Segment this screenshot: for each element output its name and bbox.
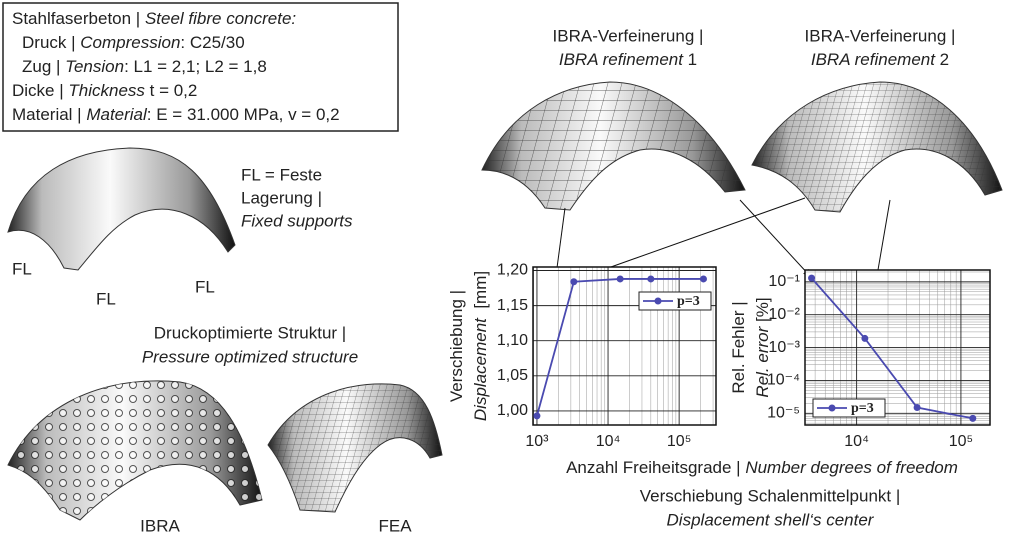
x-tick-label: 10⁴ [596,433,621,450]
x-tick-label: 10⁵ [949,433,973,450]
support-label: FL [96,289,116,308]
y-tick-label: 10⁻³ [768,339,800,356]
data-point [808,274,816,282]
text-part: IBRA refinement [559,50,684,69]
legend-marker [828,404,836,412]
y-axis-label: Rel. Fehler | [729,301,748,393]
y-tick-label: 10⁻¹ [768,273,800,290]
support-legend: Fixed supports [241,211,353,230]
text-part: 2 [935,50,949,69]
y-tick-label: 1,05 [497,367,528,384]
text-part: IBRA refinement [811,50,936,69]
plot-frame [532,266,717,426]
caption: Displacement shell‘s center [667,510,875,529]
ibra-label: IBRA [140,516,180,535]
optimized-title: Druckoptimierte Struktur | [154,323,346,342]
text-part: Stahlfaserbeton | [12,9,145,28]
text-part: Thickness [68,81,145,100]
refinement-title: IBRA-Verfeinerung | [805,26,956,45]
charts: 10³ 10⁴ 10⁵ 1,00 1,05 1,10 1,15 1,20 p=3 Verschie… [447,262,991,450]
legend-box [812,398,886,418]
text-part: Steel fibre concrete: [145,9,296,28]
support-legend: FL = Feste [241,165,322,184]
info-line: Druck | Compression: C25/30 [22,33,245,52]
text-part: 1 [683,50,697,69]
series-line [810,277,973,420]
optimized-subtitle: Pressure optimized structure [142,347,358,366]
y-tick-label: 1,10 [497,332,528,349]
legend-box [638,291,712,311]
data-point [861,334,869,342]
refinement-subtitle: IBRA refinement 2 [811,50,949,69]
y-tick-label: 10⁻² [768,306,800,323]
data-point [533,412,541,420]
text-part: Material [86,105,148,124]
text-part: t = 0,2 [145,81,197,100]
y-tick-label: 1,15 [497,297,528,314]
text-part: [%] [753,297,772,326]
y-axis-label: Verschiebung | [447,290,466,402]
text-part: : E = 31.000 MPa, v = 0,2 [147,105,340,124]
legend-label: p=3 [851,401,874,416]
text-part: : L1 = 2,1; L2 = 1,8 [124,57,267,76]
info-line: Zug | Tension: L1 = 2,1; L2 = 1,8 [22,57,267,76]
text-part: Druck | [22,33,80,52]
fea-mesh [268,383,442,512]
refinement-subtitle: IBRA refinement 1 [559,50,697,69]
data-point [969,414,977,422]
text-part: Dicke | [12,81,68,100]
legend-marker [654,297,662,305]
text-part: Rel. error [753,325,772,397]
info-line: Stahlfaserbeton | Steel fibre concrete: [12,9,296,28]
x-axis-label: Anzahl Freiheitsgrade | Number degrees o… [566,458,958,477]
data-point [647,275,655,283]
fea-label: FEA [378,516,412,535]
text-part: [mm] [471,271,490,318]
y-axis-label: Rel. error [%] [753,297,772,397]
info-line: Dicke | Thickness t = 0,2 [12,81,197,100]
info-box [2,2,399,132]
support-legend: Lagerung | [241,188,322,207]
data-point [913,404,921,412]
legend-label: p=3 [677,294,700,309]
refinement-mesh [482,82,745,210]
y-axis-label: Displacement [mm] [471,271,490,421]
data-point [699,275,707,283]
text-part: Compression [80,33,180,52]
info-text: Stahlfaserbeton | Steel fibre concrete: D… [12,9,340,124]
text-part: Rel. Fehler | [729,301,748,393]
caption: Verschiebung Schalenmittelpunkt | [640,486,901,505]
info-line: Material | Material: E = 31.000 MPa, v =… [12,105,340,124]
shell-render [7,147,236,271]
refinement-mesh [752,82,1002,212]
plot-frame [804,269,991,426]
y-tick-label: 1,20 [497,262,528,279]
ibra-nodes [8,380,262,520]
y-tick-label: 10⁻⁴ [767,372,800,389]
y-tick-label: 1,00 [497,402,528,419]
text-part: Zug | [22,57,65,76]
text-part: Anzahl Freiheitsgrade | [566,458,745,477]
support-label: FL [12,259,32,278]
support-label: FL [195,277,215,296]
data-point [616,275,624,283]
text-part: Displacement [471,317,490,421]
text-part: Verschiebung | [447,290,466,402]
text-part: : C25/30 [180,33,244,52]
data-point [570,278,578,286]
text-part: Tension [65,57,124,76]
refinement-title: IBRA-Verfeinerung | [553,26,704,45]
arrow [739,199,811,277]
y-tick-label: 10⁻⁵ [767,405,800,422]
arrow [579,197,806,280]
x-tick-label: 10⁴ [844,433,869,450]
text-part: Material | [12,105,86,124]
text-part: Number degrees of freedom [745,458,958,477]
plot-area [533,267,716,425]
x-tick-label: 10³ [525,433,549,450]
x-tick-label: 10⁵ [667,433,691,450]
